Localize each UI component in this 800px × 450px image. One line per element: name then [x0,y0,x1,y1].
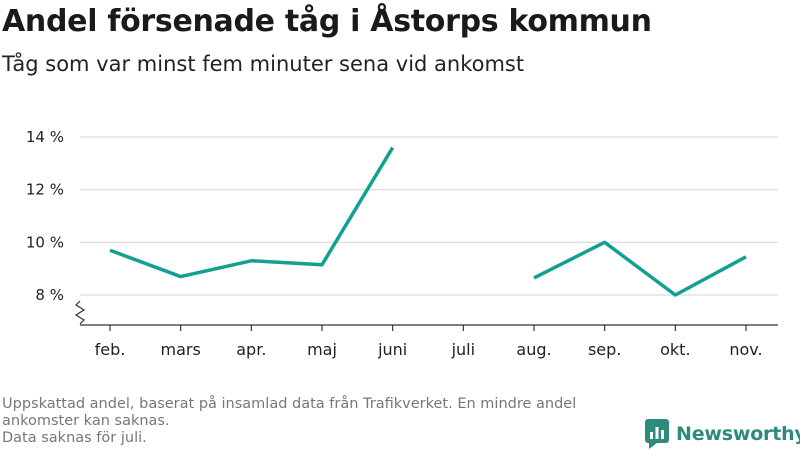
y-tick-label: 14 % [26,128,64,146]
footer-note-line-1: Uppskattad andel, baserat på insamlad da… [2,396,577,429]
x-tick-label: mars [161,340,201,359]
y-tick-label: 10 % [26,233,64,251]
line-chart: 8 % 10 % 12 % 14 % feb. mars apr. maj juni juli a… [26,128,778,359]
x-tick-label: juni [377,340,407,359]
x-tick-label: okt. [660,340,690,359]
brand-logo: Newsworthy [645,419,800,449]
x-tick-label: feb. [95,340,126,359]
series-lines [109,146,747,297]
gridlines [80,136,778,296]
y-tick-label: 12 % [26,181,64,199]
y-tick-label: 8 % [35,286,64,304]
series-line-segment [533,240,747,297]
brand-name: Newsworthy [676,423,800,445]
x-tick-label: nov. [729,340,762,359]
x-tick-label: aug. [516,340,551,359]
axis-break-zigzag [74,300,86,325]
chart-title: Andel försenade tåg i Åstorps kommun [2,4,652,39]
y-axis-ticks: 8 % 10 % 12 % 14 % [26,128,64,304]
x-tick-label: juli [451,340,475,359]
footer-note-line-2: Data saknas för juli. [2,430,147,446]
footer-note: Uppskattad andel, baserat på insamlad da… [2,396,632,447]
axis-break-icon [74,300,86,325]
x-tick-label: sep. [588,340,621,359]
chart-subtitle: Tåg som var minst fem minuter sena vid a… [2,52,525,76]
x-tick-label: maj [307,340,337,359]
series-line-segment [109,146,395,279]
x-axis-ticks: feb. mars apr. maj juni juli aug. sep. okt. nov. [95,325,763,359]
bar-chart-logo-icon [645,419,669,449]
x-tick-label: apr. [236,340,266,359]
